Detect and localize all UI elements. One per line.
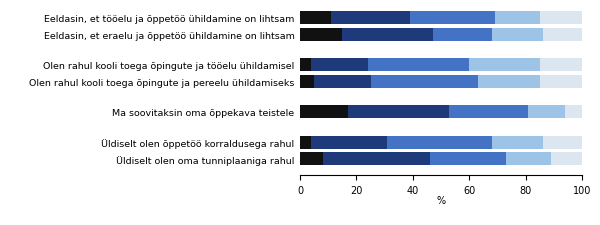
Bar [551,153,582,166]
Bar [348,106,449,119]
Bar [371,75,478,88]
Bar [368,59,469,72]
Bar [492,136,542,149]
Bar [540,75,582,88]
Bar [388,136,492,149]
Bar [430,153,506,166]
Bar [342,28,433,41]
Bar [478,75,540,88]
Bar [542,136,582,149]
Bar [565,106,582,119]
Bar [540,12,582,25]
Bar [433,28,492,41]
Bar [492,28,542,41]
Bar [331,12,410,25]
Bar [314,75,371,88]
Bar [311,59,368,72]
Bar [311,136,388,149]
Bar [542,28,582,41]
Bar [300,153,323,166]
Bar [300,106,348,119]
Bar [449,106,529,119]
Bar [300,59,311,72]
Bar [540,59,582,72]
Bar [529,106,565,119]
Bar [506,153,551,166]
Bar [323,153,430,166]
X-axis label: %: % [436,195,446,205]
Bar [300,12,331,25]
Bar [300,28,342,41]
Bar [300,75,314,88]
Bar [494,12,540,25]
Bar [300,136,311,149]
Bar [410,12,494,25]
Bar [469,59,540,72]
